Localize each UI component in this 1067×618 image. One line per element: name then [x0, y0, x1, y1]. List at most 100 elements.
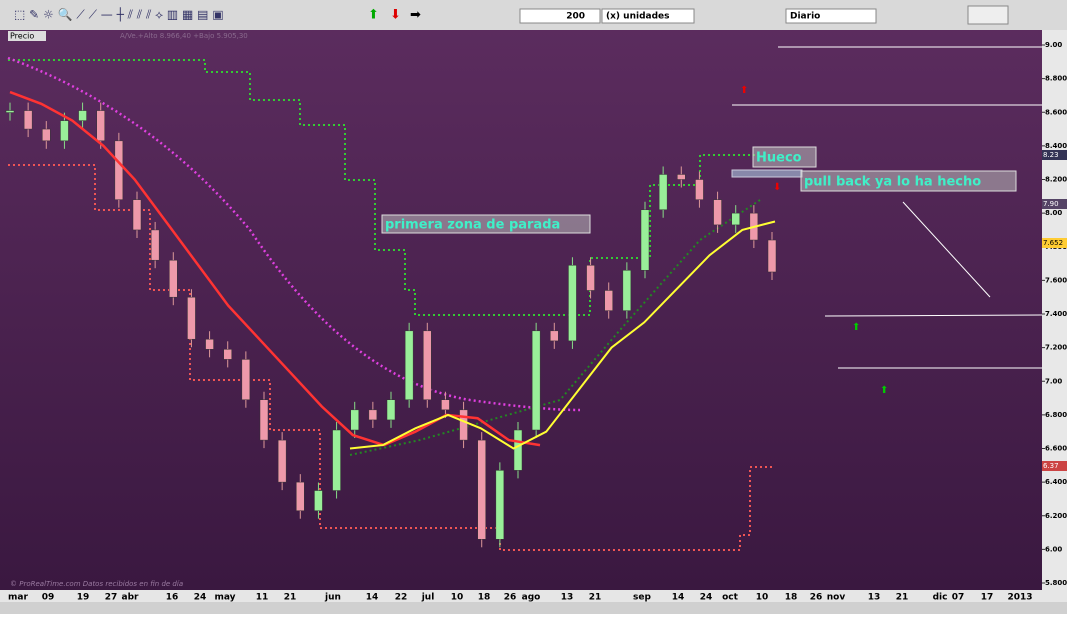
panel-tab: [8, 31, 46, 41]
candle: [187, 296, 196, 340]
last-price: 7.652: [1043, 239, 1063, 247]
date-label: ago: [522, 593, 541, 603]
candle: [259, 399, 269, 441]
candle: [277, 439, 287, 483]
date-label: 21: [589, 593, 602, 603]
candle: [695, 179, 704, 200]
candle: [169, 259, 178, 298]
y-tick-label: 6.800: [1045, 411, 1067, 419]
date-label: mar: [8, 593, 28, 603]
candle: [314, 490, 323, 511]
date-label: 26: [504, 593, 517, 603]
date-label: 22: [395, 593, 408, 603]
y-tick-label: 7.400: [1045, 310, 1067, 318]
date-label: 14: [366, 593, 379, 603]
date-label: oct: [722, 593, 739, 603]
annotation-box: [381, 214, 591, 234]
svg-text:➡: ➡: [410, 8, 421, 23]
y-tick-label: 9.00: [1045, 41, 1062, 49]
date-label: 11: [256, 593, 269, 603]
date-label: abr: [122, 593, 140, 603]
candle: [441, 399, 450, 411]
svg-text:⬇: ⬇: [390, 8, 401, 23]
date-label: 18: [785, 593, 798, 603]
candle: [205, 338, 214, 350]
units-select[interactable]: [601, 8, 695, 24]
date-label: 24: [194, 593, 207, 603]
channels: [8, 59, 772, 551]
date-label: 10: [451, 593, 464, 603]
candle: [604, 290, 613, 311]
date-label: 10: [756, 593, 769, 603]
date-label: 19: [77, 593, 90, 603]
gap-box: [731, 169, 803, 178]
annotation: pull back ya lo ha hecho: [804, 175, 981, 190]
candle: [332, 429, 341, 491]
date-label: 24: [700, 593, 713, 603]
candle: [677, 174, 686, 180]
candle: [5, 110, 15, 113]
date-label: nov: [827, 593, 846, 603]
candle: [767, 239, 777, 273]
candle: [42, 128, 51, 142]
last-price-box: [1042, 150, 1067, 160]
y-tick-label: 7.600: [1045, 276, 1067, 284]
candle: [404, 330, 414, 400]
right-lines: [732, 46, 1043, 369]
date-label: 21: [284, 593, 297, 603]
quantity: 200: [566, 12, 585, 22]
candle: [114, 140, 124, 200]
red-arrow: ⬆: [740, 85, 748, 96]
date-label: jul: [421, 593, 435, 603]
date-label: 18: [478, 593, 491, 603]
last-price: 6.37: [1043, 462, 1059, 470]
red-arrow: ⬇: [773, 182, 781, 193]
y-tick-label: 5.800: [1045, 579, 1067, 587]
annotation-box: [800, 170, 1017, 192]
period: Diario: [790, 12, 820, 22]
y-tick-label: 6.600: [1045, 445, 1067, 453]
candle: [640, 209, 650, 271]
units: (x) unidades: [606, 12, 669, 22]
date-label: 26: [810, 593, 823, 603]
yellow-ma: [349, 220, 776, 450]
date-label: 2013: [1007, 593, 1032, 603]
scrollbar[interactable]: [0, 602, 1067, 614]
last-price-box: [1042, 461, 1067, 471]
period-select[interactable]: [785, 8, 877, 24]
candle: [713, 199, 722, 226]
candle: [386, 399, 396, 421]
plot-area: [0, 30, 1042, 590]
last-price-box: [1042, 199, 1067, 209]
annotation-box: [752, 146, 817, 168]
candle: [459, 409, 468, 441]
date-label: dic: [933, 593, 948, 603]
annotation: Hueco: [756, 151, 802, 166]
y-tick-label: 7.200: [1045, 344, 1067, 352]
last-price: 8.23: [1043, 151, 1059, 159]
candle: [150, 229, 160, 261]
candle: [495, 470, 505, 540]
candle: [550, 330, 559, 342]
date-label: 07: [952, 593, 965, 603]
candle: [60, 120, 69, 142]
date-label: 13: [868, 593, 881, 603]
y-tick-label: 6.00: [1045, 545, 1062, 553]
annotation: primera zona de parada: [385, 218, 560, 233]
y-tick-label: 8.00: [1045, 209, 1062, 217]
date-label: 16: [166, 593, 179, 603]
candle: [423, 330, 432, 400]
chart-icon[interactable]: [967, 5, 1009, 25]
green-arrow: ⬆: [852, 322, 860, 333]
candle: [586, 264, 595, 291]
y-tick-label: 6.400: [1045, 478, 1067, 486]
candle: [78, 110, 87, 121]
panel-label: Precio: [10, 32, 34, 41]
date-label: sep: [633, 593, 651, 603]
date-label: 14: [672, 593, 685, 603]
candle: [568, 264, 577, 342]
candle: [296, 481, 305, 511]
date-label: may: [214, 593, 235, 603]
quantity-box[interactable]: [519, 8, 601, 24]
last-price: 7.90: [1043, 200, 1059, 208]
